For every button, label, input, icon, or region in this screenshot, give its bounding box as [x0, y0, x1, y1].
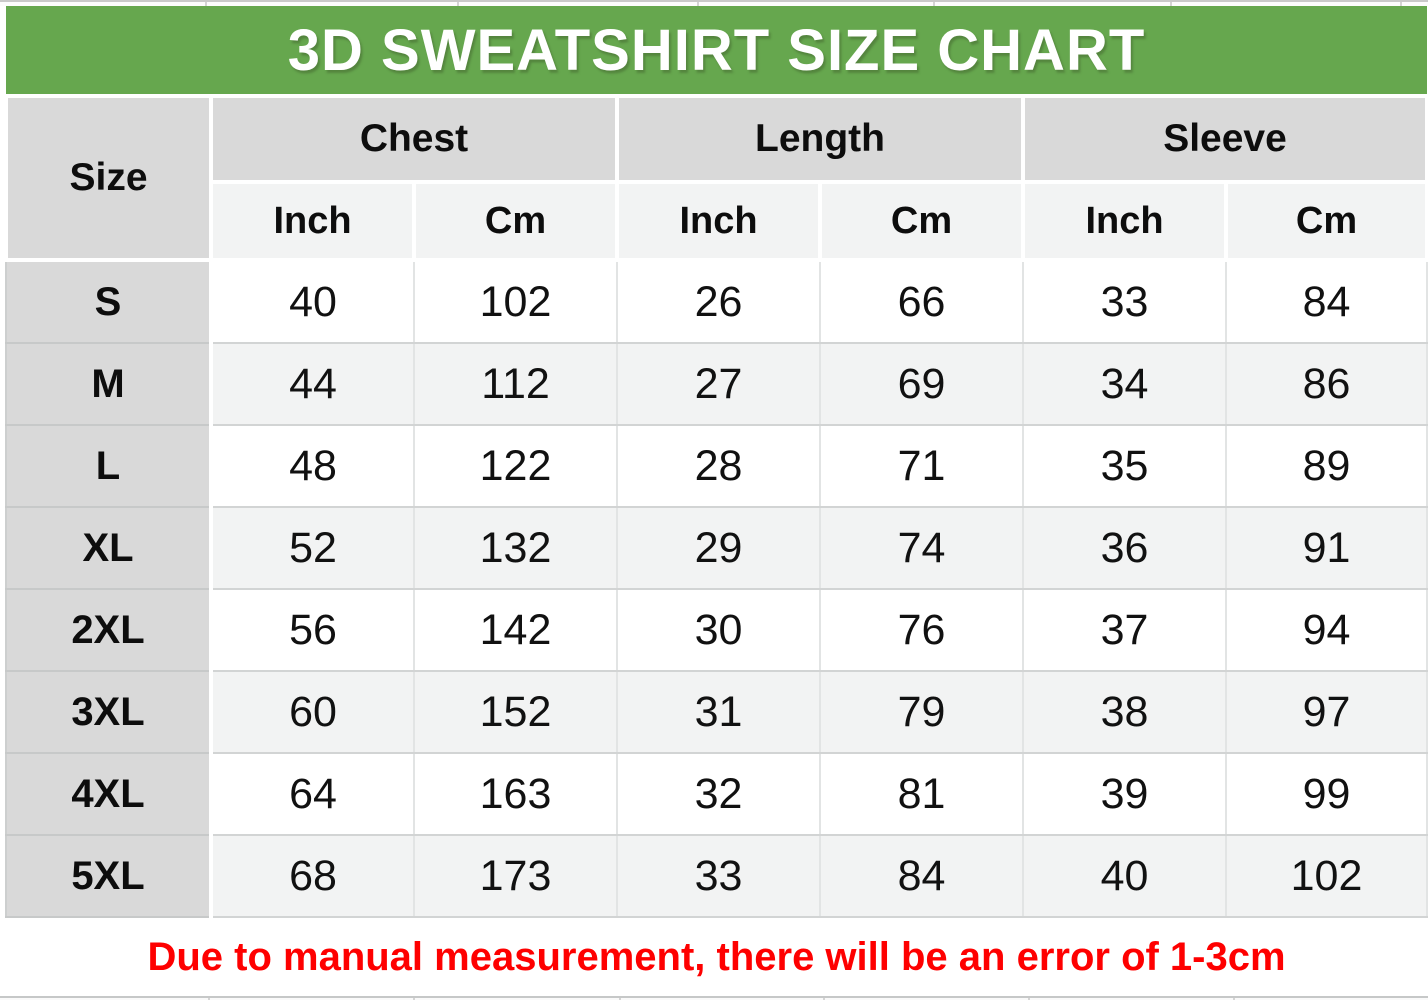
value-cell: 68: [210, 834, 415, 918]
value-cell: 71: [819, 424, 1024, 508]
value-cell: 79: [819, 670, 1024, 754]
value-cell: 40: [1022, 834, 1227, 918]
grid-line: [823, 998, 825, 1000]
value-cell: 152: [413, 670, 618, 754]
value-cell: 44: [210, 342, 415, 426]
table-row-l: L 48 122 28 71 35 89: [5, 424, 1428, 508]
spreadsheet-grid-strip-top: [0, 0, 1428, 6]
grid-line: [208, 998, 210, 1000]
grid-line: [1400, 2, 1402, 6]
size-label: XL: [5, 506, 213, 590]
size-chart-table: 3D SWEATSHIRT SIZE CHART Size Chest Leng…: [4, 6, 1428, 996]
value-cell: 39: [1022, 752, 1227, 836]
value-cell: 84: [1224, 259, 1428, 344]
value-cell: 84: [819, 834, 1024, 918]
grid-line: [619, 998, 621, 1000]
value-cell: 34: [1022, 342, 1227, 426]
unit-header-chest-cm: Cm: [412, 180, 619, 262]
size-label: 5XL: [5, 834, 213, 918]
grid-line: [697, 2, 699, 6]
value-cell: 33: [1022, 259, 1227, 344]
value-cell: 60: [210, 670, 415, 754]
measurement-note: Due to manual measurement, there will be…: [6, 916, 1428, 996]
unit-header-chest-inch: Inch: [209, 180, 416, 262]
table-row-4xl: 4XL 64 163 32 81 39 99: [5, 752, 1428, 836]
group-header-sleeve: Sleeve: [1020, 94, 1428, 184]
group-header-length: Length: [615, 94, 1025, 184]
size-column-header: Size: [4, 94, 213, 262]
unit-header-sleeve-inch: Inch: [1021, 180, 1228, 262]
value-cell: 142: [413, 588, 618, 672]
grid-line: [1170, 2, 1172, 6]
value-cell: 40: [210, 259, 415, 344]
value-cell: 102: [413, 259, 618, 344]
value-cell: 66: [819, 259, 1024, 344]
grid-line: [1028, 998, 1030, 1000]
table-row-m: M 44 112 27 69 34 86: [5, 342, 1428, 426]
value-cell: 35: [1022, 424, 1227, 508]
spreadsheet-grid-strip-bottom: [0, 996, 1428, 1000]
value-cell: 30: [616, 588, 821, 672]
value-cell: 112: [413, 342, 618, 426]
value-cell: 48: [210, 424, 415, 508]
table-row-3xl: 3XL 60 152 31 79 38 97: [5, 670, 1428, 754]
unit-header-length-cm: Cm: [818, 180, 1025, 262]
value-cell: 91: [1224, 506, 1428, 590]
value-cell: 74: [819, 506, 1024, 590]
grid-line: [413, 998, 415, 1000]
value-cell: 28: [616, 424, 821, 508]
value-cell: 76: [819, 588, 1024, 672]
value-cell: 69: [819, 342, 1024, 426]
table-row-2xl: 2XL 56 142 30 76 37 94: [5, 588, 1428, 672]
value-cell: 81: [819, 752, 1024, 836]
value-cell: 86: [1224, 342, 1428, 426]
value-cell: 32: [616, 752, 821, 836]
value-cell: 99: [1224, 752, 1428, 836]
chart-title: 3D SWEATSHIRT SIZE CHART: [6, 6, 1428, 96]
value-cell: 94: [1224, 588, 1428, 672]
value-cell: 33: [616, 834, 821, 918]
value-cell: 163: [413, 752, 618, 836]
value-cell: 132: [413, 506, 618, 590]
group-header-chest: Chest: [209, 94, 619, 184]
value-cell: 122: [413, 424, 618, 508]
unit-header-sleeve-cm: Cm: [1223, 180, 1428, 262]
value-cell: 29: [616, 506, 821, 590]
size-label: M: [5, 342, 213, 426]
value-cell: 36: [1022, 506, 1227, 590]
value-cell: 173: [413, 834, 618, 918]
value-cell: 26: [616, 259, 821, 344]
grid-line: [205, 2, 207, 6]
value-cell: 38: [1022, 670, 1227, 754]
size-label: L: [5, 424, 213, 508]
grid-line: [457, 2, 459, 6]
group-header-row: Size Chest Length Sleeve: [4, 94, 1428, 262]
value-cell: 37: [1022, 588, 1227, 672]
unit-header-row: Inch Cm Inch Cm Inch Cm: [6, 180, 1428, 262]
value-cell: 97: [1224, 670, 1428, 754]
table-row-5xl: 5XL 68 173 33 84 40 102: [5, 834, 1428, 918]
size-label: S: [5, 259, 213, 344]
value-cell: 27: [616, 342, 821, 426]
value-cell: 56: [210, 588, 415, 672]
size-label: 2XL: [5, 588, 213, 672]
size-label: 3XL: [5, 670, 213, 754]
unit-header-length-inch: Inch: [615, 180, 822, 262]
value-cell: 52: [210, 506, 415, 590]
table-row-xl: XL 52 132 29 74 36 91: [5, 506, 1428, 590]
size-label: 4XL: [5, 752, 213, 836]
value-cell: 64: [210, 752, 415, 836]
grid-line: [1233, 998, 1235, 1000]
value-cell: 102: [1224, 834, 1428, 918]
table-row-s: S 40 102 26 66 33 84: [5, 259, 1428, 344]
note-row: Due to manual measurement, there will be…: [6, 916, 1428, 996]
title-row: 3D SWEATSHIRT SIZE CHART: [6, 6, 1428, 96]
value-cell: 89: [1224, 424, 1428, 508]
value-cell: 31: [616, 670, 821, 754]
grid-line: [933, 2, 935, 6]
